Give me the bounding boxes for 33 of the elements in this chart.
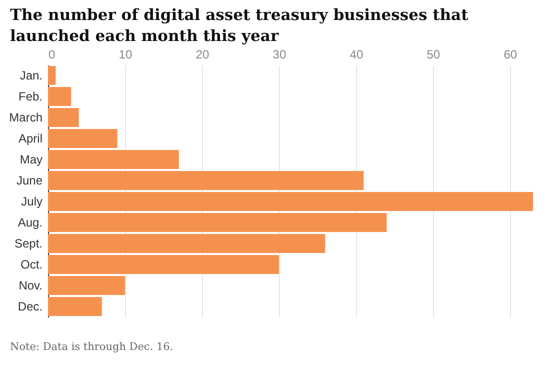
bar: [48, 108, 79, 127]
bar: [48, 213, 387, 232]
bar: [48, 150, 179, 169]
x-tick-label: 30: [272, 48, 286, 62]
y-tick-label: March: [9, 110, 42, 124]
x-tick-label: 40: [350, 48, 364, 62]
bar: [48, 87, 72, 106]
x-tick-label: 50: [426, 48, 440, 62]
y-tick-label: Dec.: [18, 300, 42, 314]
y-tick-label: April: [18, 132, 42, 146]
bar: [48, 171, 364, 190]
y-tick-label: May: [20, 152, 42, 166]
x-tick-label: 10: [118, 48, 132, 62]
chart-title: The number of digital asset treasury businesses that launched each month this year: [10, 4, 470, 46]
y-tick-label: July: [21, 194, 42, 208]
x-tick-label: 60: [504, 48, 518, 62]
bar: [48, 276, 125, 295]
y-tick-label: Nov.: [18, 278, 42, 292]
bar: [48, 255, 279, 274]
y-tick-label: Aug.: [18, 216, 42, 230]
bar: [48, 129, 118, 148]
y-tick-label: Sept.: [14, 236, 42, 250]
y-tick-label: Jan.: [20, 68, 42, 82]
x-tick-label: 0: [48, 48, 56, 62]
bar: [48, 192, 533, 211]
bar: [48, 66, 56, 85]
text: Note: Data is through Dec. 16.: [10, 341, 174, 353]
y-tick-label: June: [16, 174, 43, 188]
y-tick-label: Oct.: [20, 258, 42, 272]
bar: [48, 297, 102, 316]
y-tick-label: Feb.: [18, 90, 42, 104]
bar: [48, 234, 326, 253]
x-tick-label: 20: [196, 48, 210, 62]
